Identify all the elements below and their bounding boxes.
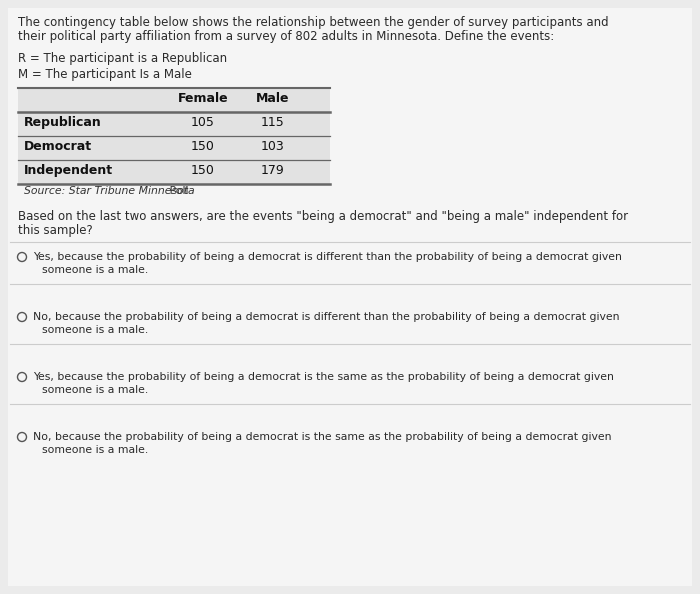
Text: Democrat: Democrat [24, 140, 92, 153]
Text: this sample?: this sample? [18, 224, 92, 237]
Text: No, because the probability of being a democrat is the same as the probability o: No, because the probability of being a d… [33, 432, 612, 442]
Text: 150: 150 [191, 140, 215, 153]
Text: Based on the last two answers, are the events "being a democrat" and "being a ma: Based on the last two answers, are the e… [18, 210, 628, 223]
Text: Male: Male [256, 92, 290, 105]
Text: Yes, because the probability of being a democrat is different than the probabili: Yes, because the probability of being a … [33, 252, 622, 262]
Text: 115: 115 [261, 116, 285, 129]
Text: Independent: Independent [24, 164, 113, 177]
Text: someone is a male.: someone is a male. [42, 445, 148, 455]
Text: Poll: Poll [166, 186, 188, 196]
Text: someone is a male.: someone is a male. [42, 385, 148, 395]
Text: 105: 105 [191, 116, 215, 129]
Text: 150: 150 [191, 164, 215, 177]
Text: someone is a male.: someone is a male. [42, 325, 148, 335]
Text: Female: Female [178, 92, 228, 105]
Text: Yes, because the probability of being a democrat is the same as the probability : Yes, because the probability of being a … [33, 372, 614, 382]
Text: Republican: Republican [24, 116, 101, 129]
Bar [18, 88, 330, 184]
Text: their political party affiliation from a survey of 802 adults in Minnesota. Defi: their political party affiliation from a… [18, 30, 554, 43]
Text: 103: 103 [261, 140, 285, 153]
Text: The contingency table below shows the relationship between the gender of survey : The contingency table below shows the re… [18, 16, 608, 29]
Text: M = The participant Is a Male: M = The participant Is a Male [18, 68, 192, 81]
Text: Source: Star Tribune Minnesota: Source: Star Tribune Minnesota [24, 186, 195, 196]
Text: someone is a male.: someone is a male. [42, 265, 148, 275]
Text: 179: 179 [261, 164, 285, 177]
Text: R = The participant is a Republican: R = The participant is a Republican [18, 52, 227, 65]
Text: No, because the probability of being a democrat is different than the probabilit: No, because the probability of being a d… [33, 312, 620, 322]
